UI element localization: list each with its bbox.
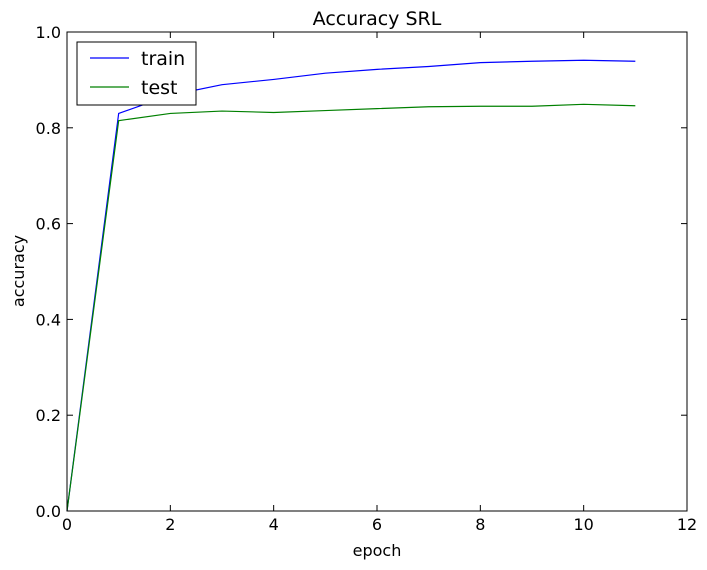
series-line-test [66,103,636,512]
x-tick-label: 2 [165,515,175,534]
y-axis-label: accuracy [9,235,28,307]
legend-label-train: train [141,48,185,70]
series-line-train [66,59,636,512]
legend-box [76,41,197,106]
x-tick-label: 12 [677,515,697,534]
legend-label-test: test [141,77,178,99]
x-axis-label: epoch [353,541,402,560]
y-tick-label: 1.0 [36,23,61,42]
x-tick-label: 10 [573,515,593,534]
y-tick-label: 0.4 [36,310,61,329]
x-tick-label: 4 [269,515,279,534]
y-tick-label: 0.2 [36,406,61,425]
chart-title: Accuracy SRL [313,8,442,30]
y-tick-label: 0.0 [36,502,61,521]
x-axis-ticks: 0 2 4 6 8 10 12 [62,32,697,534]
x-tick-label: 6 [372,515,382,534]
legend: train test [76,41,197,106]
y-axis-ticks: 0.0 0.2 0.4 0.6 0.8 1.0 [36,23,687,521]
y-tick-label: 0.8 [36,119,61,138]
x-tick-label: 0 [62,515,72,534]
plot-series [66,59,636,512]
x-tick-label: 8 [475,515,485,534]
y-tick-label: 0.6 [36,215,61,234]
